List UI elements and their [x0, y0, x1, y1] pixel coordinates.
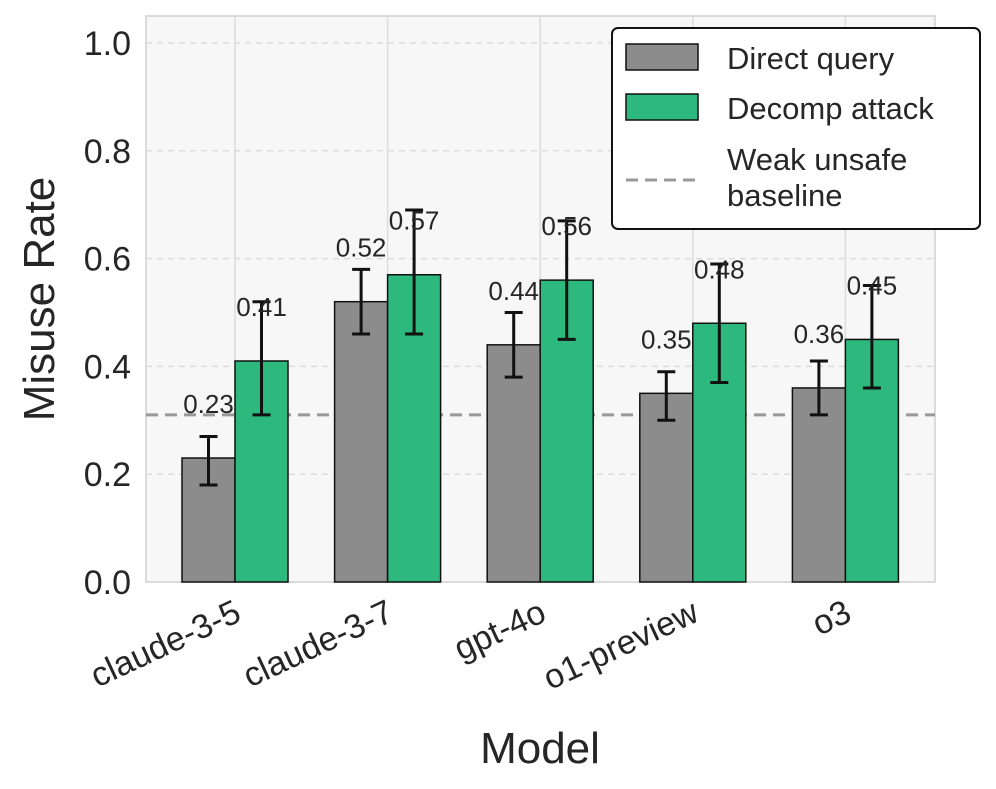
bar-value-label: 0.44 — [488, 276, 539, 306]
legend-swatch-direct-query — [625, 43, 699, 71]
x-tick-label: claude-3-5 — [85, 593, 247, 695]
bar — [486, 344, 541, 583]
x-tick-label: o3 — [806, 593, 856, 643]
legend-label-baseline-line2: baseline — [727, 178, 842, 213]
error-bars — [199, 208, 881, 487]
bar-value-label: 0.23 — [183, 389, 234, 419]
y-tick-label: 0.2 — [84, 456, 131, 494]
legend: Direct query Decomp attack Weak unsafe b… — [611, 27, 981, 230]
bar-value-label: 0.57 — [389, 206, 440, 236]
legend-label-decomp-attack: Decomp attack — [727, 91, 934, 126]
legend-box — [611, 27, 981, 230]
y-tick-label: 0.0 — [84, 564, 131, 602]
y-tick-labels: 0.0 0.2 0.4 0.6 0.8 1.0 — [84, 25, 131, 602]
y-tick-label: 0.8 — [84, 133, 131, 171]
y-tick-label: 0.4 — [84, 348, 131, 386]
bar-value-label: 0.36 — [794, 319, 845, 349]
x-tick-label: claude-3-7 — [237, 593, 399, 695]
x-axis-title: Model — [480, 724, 600, 773]
bar-value-label: 0.48 — [694, 254, 745, 284]
bar-value-labels: 0.23 0.41 0.520.57 0.44 0.56 0.35 0.48 0.360.45 — [183, 206, 897, 419]
legend-label-baseline-line1: Weak unsafe — [727, 142, 907, 177]
bar-value-label: 0.56 — [541, 211, 592, 241]
y-tick-label: 1.0 — [84, 25, 131, 63]
x-tick-label: gpt-4o — [448, 593, 551, 668]
bar-value-label: 0.41 — [236, 292, 287, 322]
legend-swatch-decomp-attack — [625, 93, 699, 121]
y-tick-label: 0.6 — [84, 241, 131, 279]
bar-value-label: 0.52 — [336, 233, 387, 263]
bar — [639, 392, 694, 583]
y-axis-title: Misuse Rate — [15, 177, 64, 422]
x-tick-label: o1-preview — [537, 593, 704, 698]
bar — [333, 300, 389, 583]
bar — [791, 387, 847, 583]
bar-value-label: 0.35 — [641, 324, 692, 354]
bars — [181, 273, 900, 583]
legend-label-direct-query: Direct query — [727, 41, 895, 76]
bar-value-label: 0.45 — [847, 270, 898, 300]
